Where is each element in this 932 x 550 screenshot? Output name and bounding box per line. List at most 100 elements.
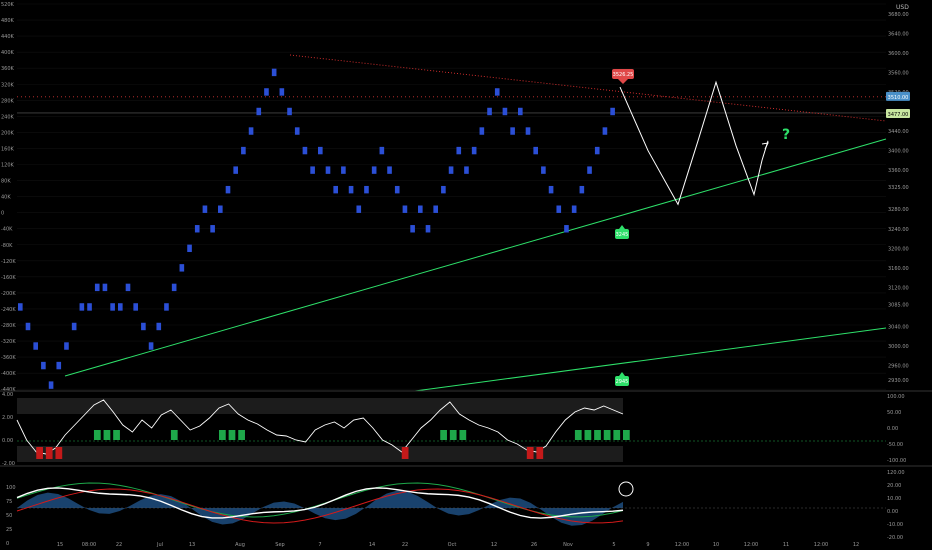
renko-brick — [464, 166, 469, 174]
renko-brick — [241, 146, 246, 155]
renko-brick — [510, 127, 515, 135]
down-histogram-bar — [536, 447, 544, 459]
left-axis-tick: 160K — [1, 146, 15, 152]
up-histogram-bar — [93, 430, 101, 440]
question-annotation: ? — [782, 127, 790, 143]
renko-brick — [148, 342, 154, 350]
time-axis-tick: Nov — [563, 542, 573, 548]
renko-brick — [87, 303, 92, 311]
osc-left-tick: 4.00 — [2, 392, 13, 398]
time-axis-tick: 10 — [713, 542, 719, 548]
right-axis-tick: 3400.00 — [888, 149, 909, 155]
renko-brick — [233, 166, 238, 174]
left-axis-tick: 240K — [1, 114, 15, 120]
renko-brick — [56, 361, 62, 370]
right-axis-tick: 3040.00 — [888, 324, 909, 330]
down-histogram-bar — [526, 447, 534, 459]
renko-brick — [502, 107, 508, 116]
renko-brick — [279, 88, 285, 96]
osc-right-tick: 100.00 — [887, 394, 905, 400]
trendlines — [64, 54, 887, 392]
support-2-callout-box — [615, 376, 629, 386]
renko-brick — [18, 303, 23, 311]
renko-brick — [271, 68, 277, 77]
left-axis-tick: 320K — [1, 82, 15, 88]
up-histogram-bar — [113, 430, 120, 440]
left-axis-tick: -280K — [1, 323, 16, 329]
renko-brick — [564, 225, 569, 233]
renko-brick — [210, 225, 215, 233]
projection-arrowhead — [761, 142, 769, 150]
support-2-callout-label: 2945 — [616, 379, 629, 385]
renko-brick — [594, 146, 600, 155]
renko-brick — [456, 146, 462, 155]
support-1-callout-box — [615, 229, 629, 239]
right-axis-tick: 3000.00 — [888, 344, 909, 350]
renko-brick — [418, 205, 423, 213]
time-axis-tick: 9 — [646, 542, 649, 548]
renko-brick — [64, 342, 69, 350]
left-axis-tick: 280K — [1, 98, 15, 104]
renko-brick — [548, 185, 554, 194]
time-axis-tick: 12 — [491, 542, 497, 548]
renko-brick — [294, 127, 300, 135]
left-axis-tick: -160K — [1, 275, 16, 281]
renko-brick — [41, 361, 46, 370]
oversold-band — [17, 446, 623, 462]
renko-brick — [571, 205, 577, 213]
right-axis-tick: 3280.00 — [888, 207, 909, 213]
left-axis-tick: -200K — [1, 291, 16, 297]
renko-brick — [394, 185, 400, 194]
support-2-callout-pointer — [619, 372, 625, 376]
renko-brick — [402, 205, 408, 213]
right-axis-tick: 3680.00 — [888, 12, 909, 18]
renko-brick — [541, 166, 546, 174]
time-axis-tick: 22 — [402, 542, 408, 548]
time-axis-tick: 15 — [57, 542, 63, 548]
down-histogram-bar — [55, 447, 63, 459]
renko-bricks — [18, 68, 615, 389]
wave-right-tick: -10.00 — [887, 522, 903, 528]
renko-brick — [25, 322, 31, 331]
renko-brick — [48, 381, 54, 389]
renko-brick — [433, 205, 438, 213]
current-price-tag[interactable]: 3510.00 — [886, 91, 910, 101]
down-histogram-bar — [45, 447, 53, 459]
time-axis-tick: 12:00 — [744, 542, 758, 548]
right-axis-tick: 3560.00 — [888, 70, 909, 76]
up-histogram-bar — [228, 430, 236, 440]
up-histogram-bar — [613, 430, 621, 440]
main-grid — [17, 3, 886, 390]
left-axis-tick: -320K — [1, 339, 16, 345]
secondary-price-tag[interactable]: 3477.00 — [886, 108, 910, 118]
renko-brick — [487, 107, 492, 116]
renko-brick — [71, 322, 77, 331]
renko-brick — [264, 88, 269, 96]
renko-brick — [610, 107, 615, 116]
renko-brick — [533, 146, 538, 155]
renko-brick — [364, 185, 369, 194]
up-histogram-bar — [440, 430, 447, 440]
renko-brick — [94, 283, 100, 292]
left-axis-tick: -360K — [1, 355, 16, 361]
time-axis-tick: Sep — [275, 542, 284, 548]
osc-right-tick: 0.00 — [887, 426, 898, 432]
renko-brick — [194, 225, 200, 233]
wave-left-tick: 75 — [6, 499, 12, 505]
up-histogram-bar — [584, 430, 592, 440]
wave-left-tick: 25 — [6, 527, 12, 533]
renko-brick — [79, 303, 85, 311]
right-axis-tick: 3360.00 — [888, 168, 909, 174]
osc-right-tick: -50.00 — [887, 442, 903, 448]
osc-left-tick: -2.00 — [2, 461, 15, 467]
left-axis-tick: 80K — [1, 179, 11, 185]
renko-brick — [248, 127, 254, 135]
renko-brick — [556, 205, 562, 213]
renko-brick — [410, 225, 415, 233]
left-axis-tick: -120K — [1, 259, 16, 265]
wave-right-tick: 10.00 — [887, 496, 901, 502]
time-axis-tick: 12:00 — [675, 542, 689, 548]
renko-brick — [425, 225, 431, 233]
support-1-callout-pointer — [619, 225, 625, 229]
currency-label: USD — [896, 4, 909, 11]
